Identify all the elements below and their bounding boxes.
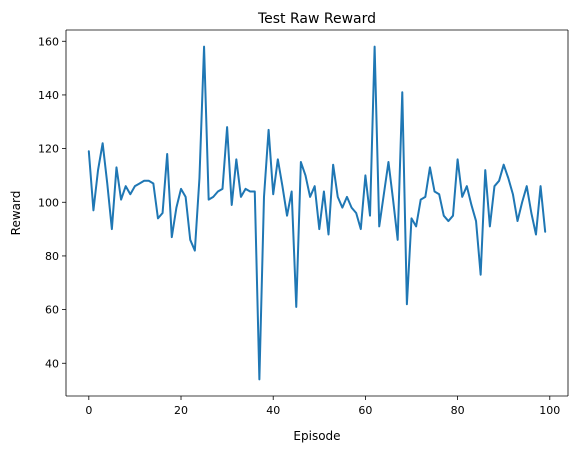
x-tick-label: 40 (266, 404, 280, 417)
chart-title: Test Raw Reward (257, 11, 376, 27)
axes-frame (65, 29, 569, 397)
reward-series-line (87, 45, 547, 381)
y-tick-label: 60 (45, 304, 59, 317)
x-tick-label: 100 (539, 404, 560, 417)
y-tick-label: 100 (38, 196, 59, 209)
y-tick-label: 40 (45, 357, 59, 370)
y-axis-label: Reward (9, 191, 23, 236)
y-tick-label: 120 (38, 143, 59, 156)
x-axis-ticks: 0 20 40 60 80 100 (85, 396, 560, 417)
x-tick-label: 20 (174, 404, 188, 417)
y-tick-label: 140 (38, 89, 59, 102)
x-tick-label: 80 (451, 404, 465, 417)
y-tick-label: 80 (45, 250, 59, 263)
x-axis-label: Episode (293, 429, 340, 443)
x-tick-label: 0 (85, 404, 92, 417)
y-axis-ticks: 40 60 80 100 120 140 160 (38, 35, 66, 370)
y-tick-label: 160 (38, 35, 59, 48)
x-tick-label: 60 (358, 404, 372, 417)
